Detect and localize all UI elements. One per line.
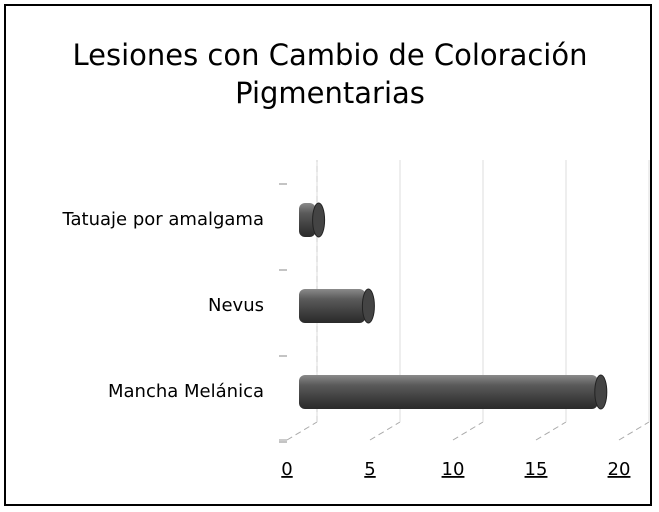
bar (299, 289, 366, 323)
y-tick-label: Mancha Melánica (108, 381, 264, 402)
floor-grid-line (286, 421, 318, 441)
x-tick-label: 0 (281, 459, 292, 480)
bar-cap (594, 374, 608, 410)
x-tick-label: 10 (442, 459, 465, 480)
y-tick-label: Nevus (208, 295, 264, 316)
floor-grid-line (369, 421, 401, 441)
x-tick-label: 5 (364, 459, 375, 480)
x-tick-label: 15 (525, 459, 548, 480)
bar (299, 375, 598, 409)
floor-grid-line (618, 421, 650, 441)
bar-cap (312, 202, 326, 238)
floor-grid-line (535, 421, 567, 441)
chart-title: Lesiones con Cambio de Coloración Pigmen… (72, 38, 588, 110)
floor-grid-line (452, 421, 484, 441)
chart-frame (4, 4, 652, 506)
bar-cap (361, 288, 375, 324)
x-tick-label: 20 (608, 459, 631, 480)
bar (299, 203, 316, 237)
y-tick-label: Tatuaje por amalgama (61, 209, 264, 230)
